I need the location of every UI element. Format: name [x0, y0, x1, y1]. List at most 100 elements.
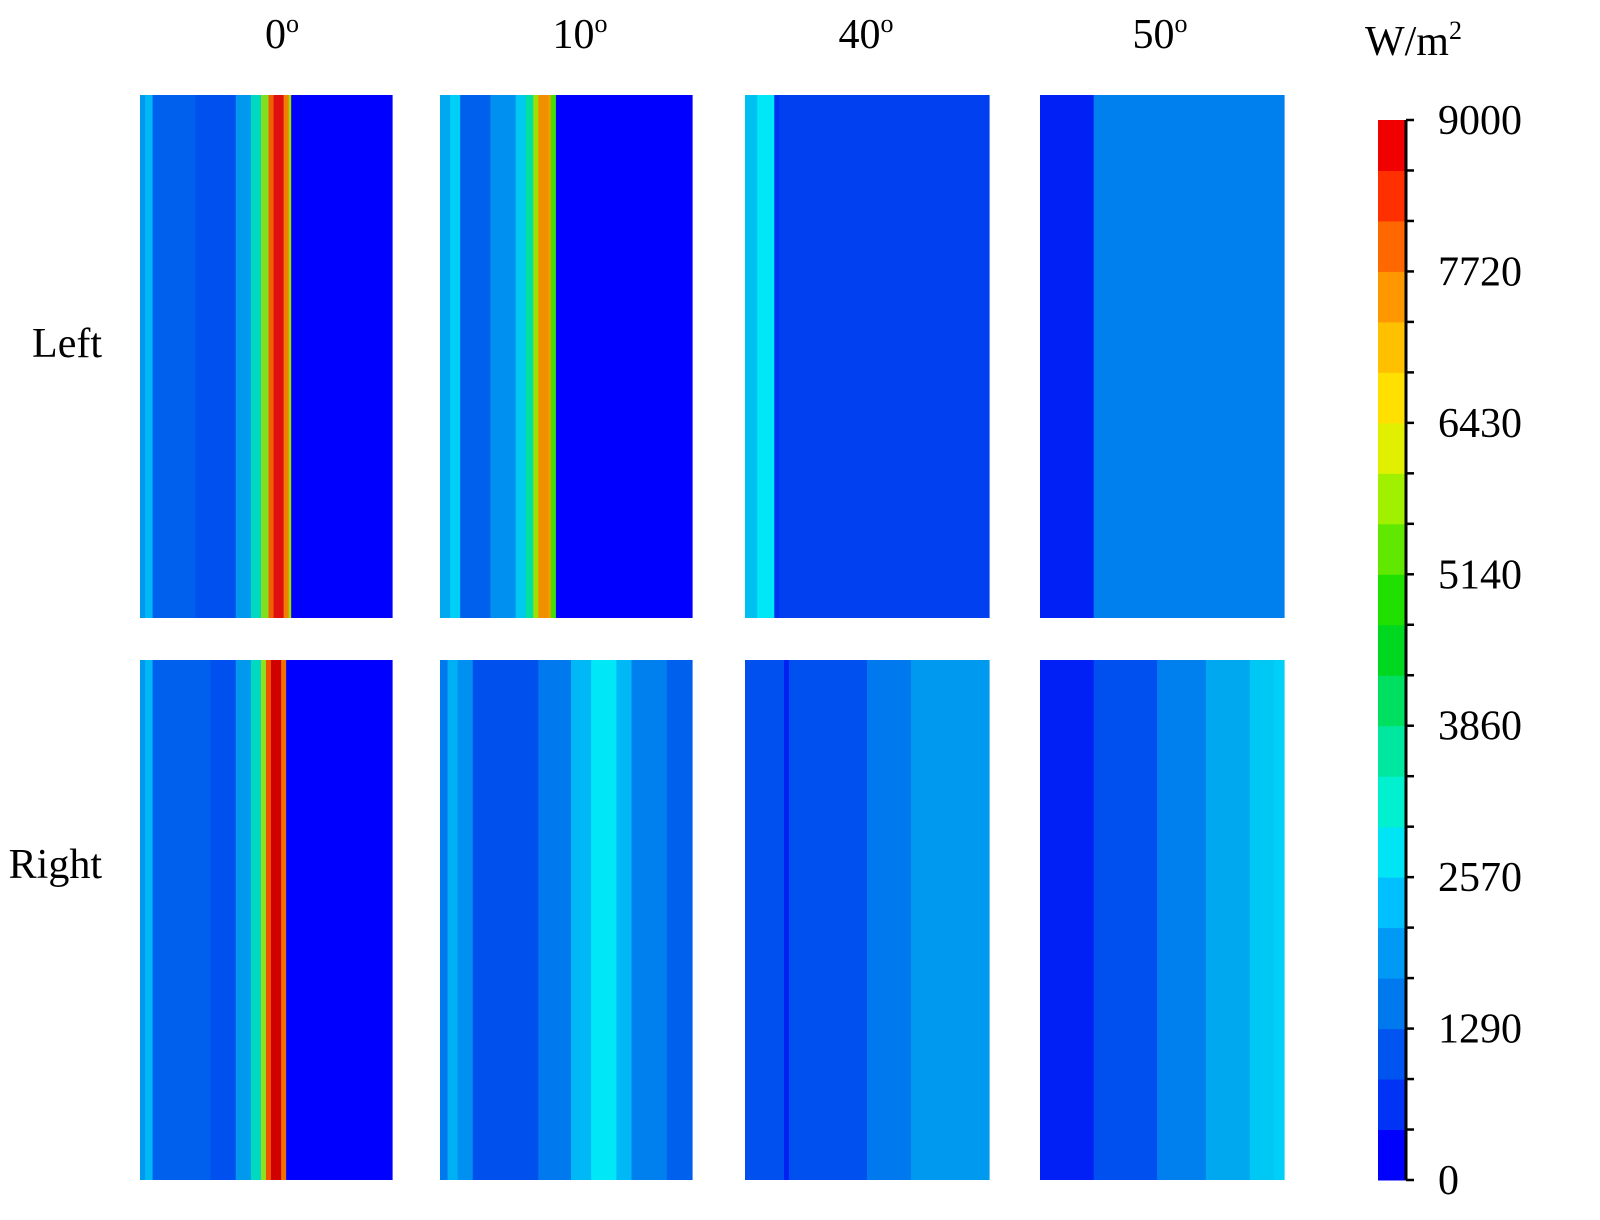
- colorbar-tick-label: 0: [1438, 1158, 1459, 1204]
- contour-band: [490, 95, 517, 618]
- contour-band: [784, 660, 790, 1180]
- colorbar-level: [1378, 422, 1406, 474]
- contour-band: [145, 95, 154, 618]
- panel-left-40deg: [745, 95, 990, 618]
- contour-band: [281, 660, 287, 1180]
- colorbar-tick-label: 3860: [1438, 704, 1522, 750]
- colorbar-level: [1378, 624, 1406, 676]
- contour-band: [152, 660, 212, 1180]
- contour-band: [757, 95, 775, 618]
- colorbar-level: [1378, 372, 1406, 424]
- contour-band: [1157, 660, 1207, 1180]
- column-headers: 0o 10o 40o 50o: [265, 9, 1188, 58]
- colorbar-level: [1378, 675, 1406, 727]
- contour-band: [745, 95, 758, 618]
- colorbar-level: [1378, 574, 1406, 626]
- panel-right-40deg: [745, 660, 990, 1180]
- contour-band: [283, 95, 290, 618]
- column-header-50: 50o: [1133, 9, 1188, 58]
- contour-band: [538, 95, 549, 618]
- colorbar-unit-label: W/m2: [1365, 16, 1462, 65]
- colorbar-level: [1378, 220, 1406, 272]
- colorbar-level: [1378, 826, 1406, 878]
- contour-band: [235, 95, 252, 618]
- contour-band: [457, 660, 474, 1180]
- column-header-10: 10o: [553, 9, 608, 58]
- panel-right-10deg: [440, 660, 693, 1180]
- contour-band: [460, 95, 491, 618]
- contour-band: [140, 660, 146, 1180]
- panel-right-50deg: [1040, 660, 1285, 1180]
- panel-left-0deg: [140, 95, 393, 618]
- contour-band: [1040, 95, 1095, 618]
- colorbar-level: [1378, 473, 1406, 525]
- colorbar-level: [1378, 1079, 1406, 1131]
- column-header-40: 40o: [839, 9, 894, 58]
- contour-band: [515, 95, 527, 618]
- contour-band: [548, 95, 552, 618]
- contour-panels: [140, 95, 1285, 1180]
- contour-band: [616, 660, 633, 1180]
- contour-band: [440, 95, 451, 618]
- contour-band: [550, 95, 557, 618]
- colorbar-level: [1378, 927, 1406, 979]
- contour-band: [591, 660, 617, 1180]
- contour-band: [250, 95, 262, 618]
- column-header-0: 0o: [265, 9, 299, 58]
- contour-band: [1093, 95, 1285, 618]
- colorbar-level: [1378, 271, 1406, 323]
- panel-right-0deg: [140, 660, 393, 1180]
- contour-band: [271, 660, 282, 1180]
- colorbar-level: [1378, 877, 1406, 929]
- contour-band: [273, 95, 285, 618]
- colorbar-tick-label: 7720: [1438, 249, 1522, 295]
- contour-band: [140, 95, 146, 618]
- contour-band: [152, 95, 197, 618]
- contour-band: [250, 660, 262, 1180]
- contour-band: [286, 660, 393, 1180]
- contour-band: [867, 660, 912, 1180]
- colorbar-level: [1378, 776, 1406, 828]
- contour-band: [472, 660, 539, 1180]
- contour-band: [291, 95, 393, 618]
- panel-left-50deg: [1040, 95, 1285, 618]
- contour-band: [288, 95, 292, 618]
- contour-band: [745, 660, 785, 1180]
- colorbar-tick-label: 6430: [1438, 401, 1522, 447]
- colorbar: 0 1290 2570 3860 5140 6430 7720 9000: [1378, 98, 1522, 1204]
- contour-band: [268, 95, 275, 618]
- contour-band: [538, 660, 572, 1180]
- contour-band: [266, 660, 272, 1180]
- contour-band: [910, 660, 990, 1180]
- contour-band: [571, 660, 592, 1180]
- contour-band: [440, 660, 449, 1180]
- contour-band: [533, 95, 539, 618]
- contour-band: [774, 95, 780, 618]
- contour-band: [195, 95, 237, 618]
- colorbar-level: [1378, 725, 1406, 777]
- contour-band: [1249, 660, 1275, 1180]
- contour-band: [1040, 660, 1095, 1180]
- contour-band: [450, 95, 461, 618]
- row-headers: Left Right: [9, 321, 103, 888]
- contour-band: [666, 660, 693, 1180]
- contour-band: [260, 660, 267, 1180]
- row-header-right: Right: [9, 842, 103, 888]
- contour-band: [1205, 660, 1251, 1180]
- contour-band: [145, 660, 154, 1180]
- colorbar-tick-label: 9000: [1438, 98, 1522, 144]
- contour-band: [1093, 660, 1158, 1180]
- colorbar-tick-label: 2570: [1438, 855, 1522, 901]
- colorbar-tick-label: 5140: [1438, 552, 1522, 598]
- contour-band: [555, 95, 693, 618]
- contour-band: [631, 660, 668, 1180]
- panel-left-10deg: [440, 95, 693, 618]
- colorbar-level: [1378, 1129, 1406, 1181]
- colorbar-level: [1378, 120, 1406, 171]
- colorbar-level: [1378, 1028, 1406, 1080]
- contour-band: [447, 660, 459, 1180]
- contour-band: [260, 95, 270, 618]
- contour-band: [235, 660, 252, 1180]
- colorbar-level: [1378, 321, 1406, 373]
